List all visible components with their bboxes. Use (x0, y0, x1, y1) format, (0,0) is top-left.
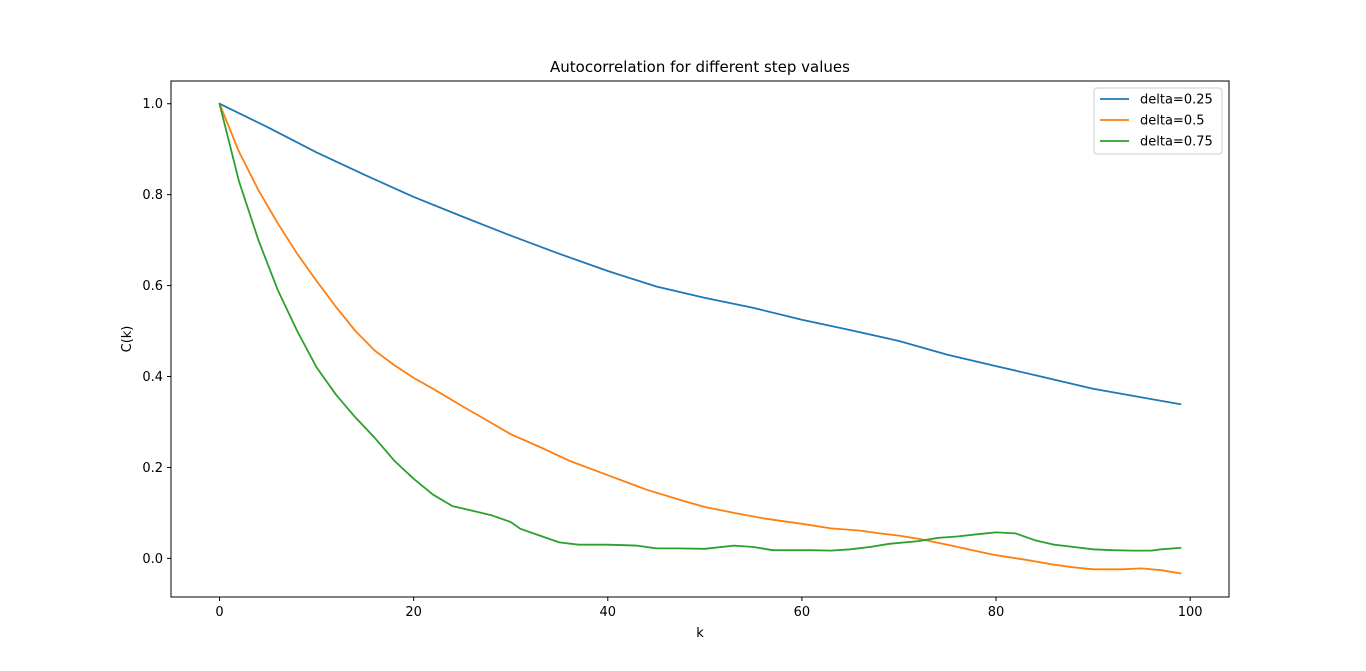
legend-label: delta=0.5 (1140, 114, 1205, 129)
series-line-3 (218, 102, 1182, 552)
x-tick-label: 0 (215, 605, 223, 620)
series-line-2 (218, 102, 1182, 575)
plot-lines (218, 102, 1182, 575)
legend-box (1093, 87, 1223, 155)
y-axis-label: C(k) (120, 326, 135, 353)
legend-label: delta=0.25 (1140, 93, 1213, 108)
x-tick-label: 100 (1178, 605, 1203, 620)
y-tick-label: 0.6 (142, 279, 163, 294)
y-axis-ticks: 0.0 0.2 0.4 0.6 0.8 1.0 (142, 97, 171, 567)
x-tick-label: 80 (988, 605, 1005, 620)
y-tick-label: 1.0 (142, 97, 163, 112)
x-axis-label: k (696, 626, 704, 641)
x-tick-label: 40 (600, 605, 617, 620)
plot-frame (170, 80, 1230, 598)
legend-label: delta=0.75 (1140, 135, 1213, 150)
y-tick-label: 0.2 (142, 461, 163, 476)
series-line-1 (218, 102, 1182, 406)
legend: delta=0.25 delta=0.5 delta=0.75 (1093, 87, 1223, 155)
y-tick-label: 0.8 (142, 188, 163, 203)
x-tick-label: 60 (794, 605, 811, 620)
y-tick-label: 0.0 (142, 552, 163, 567)
x-tick-label: 20 (405, 605, 422, 620)
y-tick-label: 0.4 (142, 370, 163, 385)
x-axis-ticks: 0 20 40 60 80 100 (215, 597, 1203, 620)
chart-title: Autocorrelation for different step value… (550, 58, 850, 76)
